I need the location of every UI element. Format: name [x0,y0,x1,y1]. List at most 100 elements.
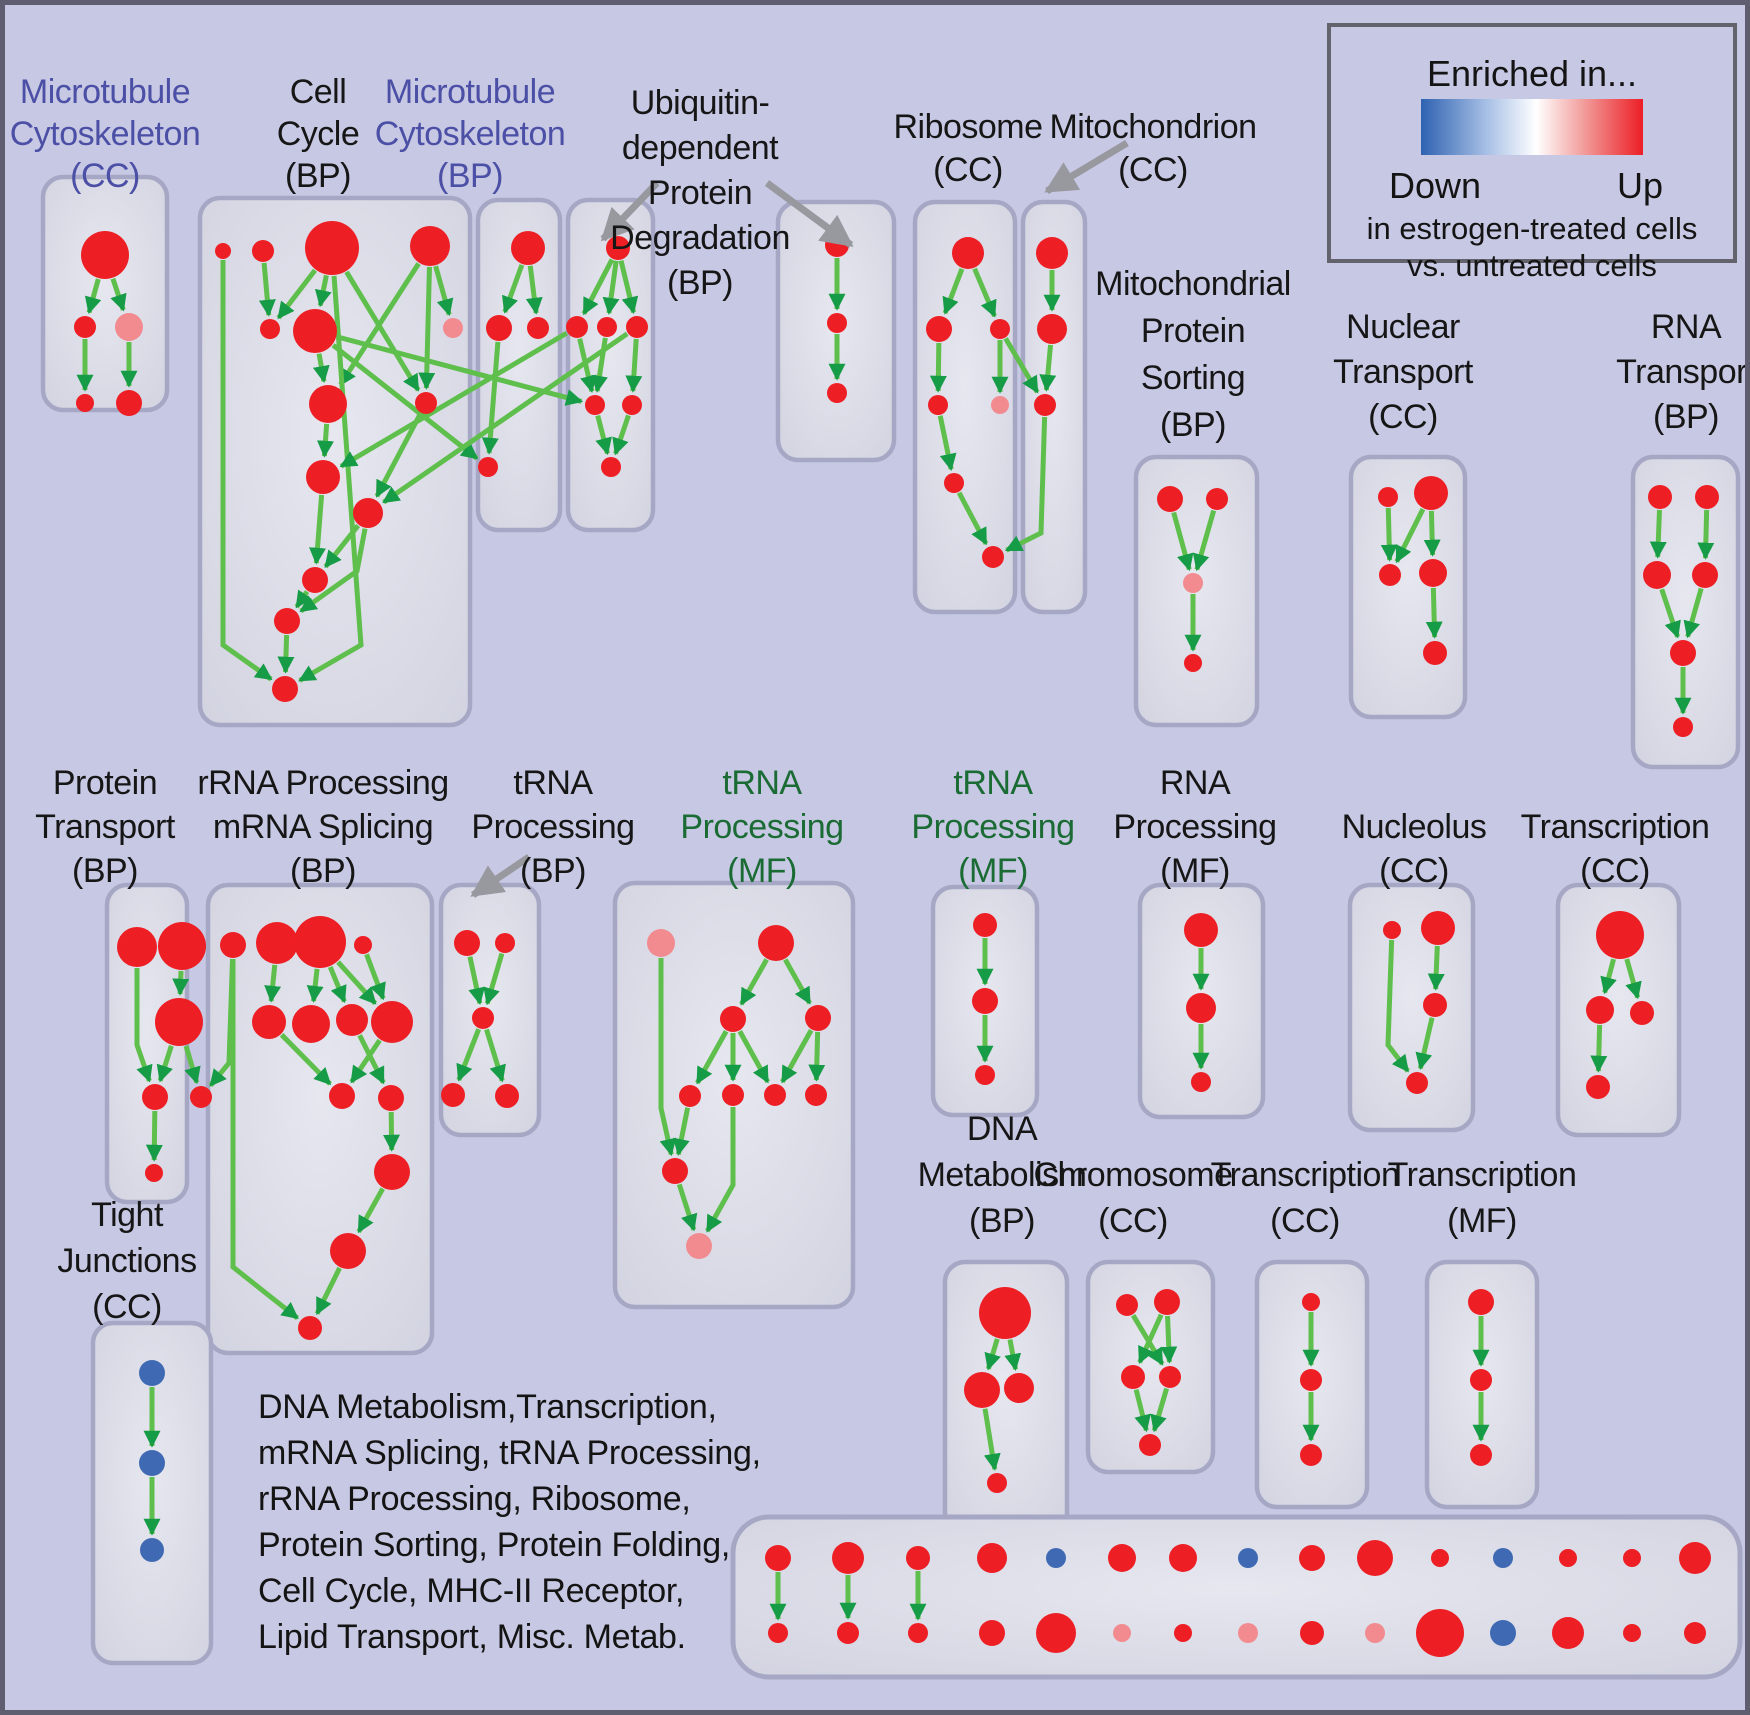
node [472,1007,494,1029]
edge-arrow [1192,509,1217,572]
node [1357,1540,1393,1576]
edge-arrow [1160,1315,1178,1364]
node [991,396,1009,414]
node [832,1542,864,1574]
node [1470,1444,1492,1466]
node [454,930,480,956]
node [972,988,998,1014]
node [1586,996,1614,1024]
cluster-label-line: tRNA [722,764,802,802]
node [1300,1369,1322,1391]
node [908,1623,928,1643]
node [964,1372,1000,1408]
edge-arrow [312,353,330,384]
node [495,933,515,953]
node [1470,1369,1492,1391]
node [353,498,383,528]
cluster-label-line: RNA [1650,308,1722,346]
misc-terms-line: Cell Cycle, MHC-II Receptor, [258,1572,685,1610]
node [1046,1548,1066,1568]
edge-arrow [658,958,677,1157]
node [1191,1072,1211,1092]
node [115,313,143,341]
edge-arrow [258,262,276,317]
node [309,385,347,423]
node [1586,1075,1610,1099]
node [378,1085,404,1111]
node [220,932,246,958]
node [158,922,206,970]
edge-arrow [1004,416,1048,553]
node [1630,1001,1654,1025]
node [1174,1624,1192,1642]
cluster-label-line: (CC) [1379,852,1449,890]
cluster-label-line: Mitochondrion [1049,108,1257,146]
edge-arrow [314,1266,342,1316]
node [1406,1072,1428,1094]
edge-arrow [134,968,153,1083]
cluster-label-line: Transcription [1210,1156,1400,1194]
edge-arrow [481,341,501,455]
edge-arrow [1039,344,1057,392]
edge-arrow [1003,337,1040,394]
edge-arrow [525,265,543,315]
cluster-label-line: Cytoskeleton [9,115,201,153]
misc-terms-line: mRNA Splicing, tRNA Processing, [258,1434,761,1472]
edge-arrow [1600,958,1617,995]
node [298,1316,322,1340]
node [1695,485,1719,509]
node [74,316,96,338]
edge-arrow [418,266,436,390]
node [1154,1289,1180,1315]
node [566,316,588,338]
node [1186,993,1216,1023]
node [495,1084,519,1108]
node [1623,1624,1641,1642]
node [260,319,280,339]
edge-arrow [230,959,300,1321]
cluster-label-chromosome-cc: Chromosome (CC) [1033,1152,1233,1244]
node [1559,1549,1577,1567]
node [1679,1542,1711,1574]
edge-arrow [264,964,282,1003]
edge-arrow [467,956,485,1005]
node [585,395,605,415]
cluster-label-line: Transport [35,808,175,846]
node [292,1005,330,1043]
node [81,231,129,279]
node [837,1622,859,1644]
cluster-label-line: (CC) [933,151,1003,189]
edge-arrow [220,260,273,682]
edge-arrow [1683,587,1704,639]
edge-arrow [279,1033,332,1086]
node [805,1005,831,1031]
cluster-label-line: (CC) [70,157,140,195]
edge-arrow [344,270,421,392]
cluster-label-line: Transcription [1387,1156,1577,1194]
edge-arrow [984,1338,1001,1371]
cluster-label-line: Cycle [276,115,360,153]
misc-terms-line: rRNA Processing, Ribosome, [258,1480,691,1518]
node [1378,487,1398,507]
node [1169,1544,1197,1572]
cluster-label-line: Ribosome [893,108,1043,146]
cluster-label-line: Microtubule [384,73,556,111]
edge-arrow [780,1029,814,1084]
edge-arrow [183,1045,201,1085]
cluster-label-transcription-mf: Transcription (MF) [1388,1152,1577,1244]
node [765,1545,791,1571]
cluster-box-chromosome-cc [1085,1259,1216,1475]
cluster-label-line: mRNA Splicing [212,808,434,846]
cluster-label-mitochondrial-protein-sorting-bp: Mitochondrial Protein Sorting (BP) [1095,261,1291,449]
legend-subtitle-line2: vs. untreated cells [1407,248,1657,283]
node [527,317,549,339]
cluster-label-transcription-cc-bottom: Transcription (CC) [1211,1152,1400,1244]
node [601,457,621,477]
node [805,1084,827,1106]
cluster-label-line: Mitochondrial [1095,265,1291,303]
node [1036,237,1068,269]
edge-arrow [84,278,102,315]
edge-arrow [306,968,324,1003]
cluster-label-nuclear-transport-cc: Nuclear Transport (CC) [1333,305,1473,440]
